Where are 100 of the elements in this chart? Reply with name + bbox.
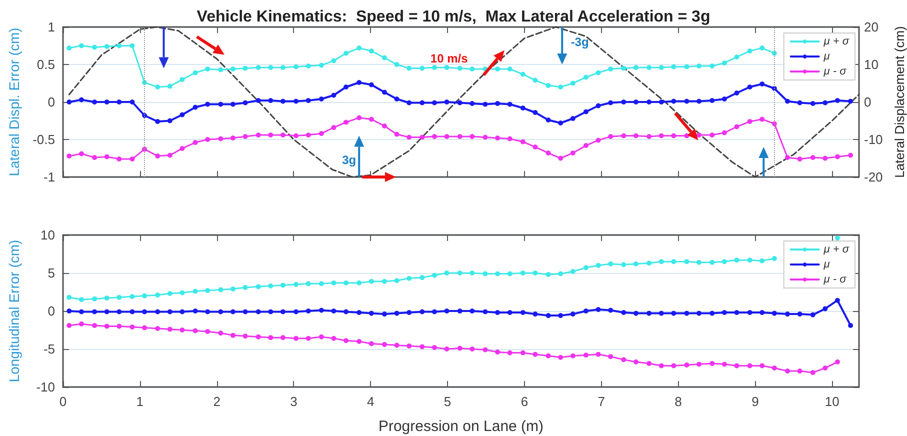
point xyxy=(444,270,450,276)
point xyxy=(658,259,664,264)
point xyxy=(331,58,336,64)
point xyxy=(368,48,374,54)
legend-label: μ + σ xyxy=(822,36,850,48)
point xyxy=(432,65,437,70)
x-tick-label: 5 xyxy=(444,394,452,409)
point xyxy=(532,78,538,83)
point xyxy=(482,271,488,276)
point xyxy=(180,290,185,296)
point xyxy=(671,259,676,264)
point xyxy=(394,278,400,284)
point xyxy=(507,271,512,276)
x-tick-label: 3 xyxy=(290,394,298,409)
x-tick-label: 6 xyxy=(520,394,528,409)
point xyxy=(180,77,185,82)
point xyxy=(646,65,652,70)
y-tick-label: 0.5 xyxy=(36,57,55,72)
point xyxy=(760,46,765,50)
point xyxy=(344,50,349,56)
point xyxy=(558,84,564,90)
point xyxy=(420,66,425,71)
point xyxy=(684,64,690,70)
y2-tick-label: -10 xyxy=(864,132,883,147)
point xyxy=(306,64,311,68)
point xyxy=(633,65,638,70)
point xyxy=(696,64,702,68)
point xyxy=(155,84,160,90)
y2-axis-title: Lateral Displacement (cm) xyxy=(892,26,907,178)
point xyxy=(294,64,299,70)
x-tick-label: 7 xyxy=(598,394,605,409)
y-tick-label: -1 xyxy=(43,170,55,184)
x-tick-label: 4 xyxy=(367,394,374,409)
point xyxy=(242,284,248,290)
chart-title: Vehicle Kinematics: Speed = 10 m/s, Max Lateral Acceleration = 3g xyxy=(196,8,710,26)
point xyxy=(633,261,638,266)
point xyxy=(205,288,210,293)
y2-tick-label: 10 xyxy=(864,57,878,72)
point xyxy=(104,44,110,49)
x-tick-label: 8 xyxy=(674,394,682,409)
point xyxy=(256,284,261,290)
line-series xyxy=(68,26,860,178)
point xyxy=(382,55,387,60)
point xyxy=(66,46,72,50)
point xyxy=(457,66,462,71)
point xyxy=(268,283,274,288)
point xyxy=(218,287,224,292)
point xyxy=(356,280,362,286)
point xyxy=(457,270,462,276)
point xyxy=(78,43,84,48)
point xyxy=(192,70,198,76)
point xyxy=(608,66,614,72)
legend-label: μ xyxy=(822,258,830,270)
point xyxy=(116,294,122,300)
point xyxy=(507,66,512,72)
point xyxy=(268,65,274,70)
point xyxy=(570,80,576,86)
point xyxy=(242,66,248,71)
annotation: 10 m/s xyxy=(430,52,468,66)
point xyxy=(722,259,727,264)
point xyxy=(394,62,400,67)
point xyxy=(368,278,374,284)
point xyxy=(382,278,387,284)
point xyxy=(834,236,840,241)
point xyxy=(658,65,664,70)
point xyxy=(772,256,777,262)
point xyxy=(747,258,752,263)
point xyxy=(256,65,261,70)
point xyxy=(116,43,122,48)
point xyxy=(546,83,551,88)
point xyxy=(671,64,676,70)
y2-tick-label: 0 xyxy=(864,94,872,110)
point xyxy=(205,66,210,72)
point xyxy=(734,54,740,60)
point xyxy=(406,276,412,281)
point xyxy=(130,43,135,48)
point xyxy=(331,280,336,286)
point xyxy=(230,286,236,292)
point xyxy=(218,67,224,72)
point xyxy=(294,282,299,287)
point xyxy=(318,62,324,68)
point xyxy=(684,259,690,264)
point xyxy=(570,268,576,274)
point xyxy=(470,270,475,276)
x-tick-label: 0 xyxy=(59,394,67,409)
y-tick-label: 5 xyxy=(48,266,55,280)
legend-label: μ + σ xyxy=(822,244,850,256)
y-axis-title: Lateral Displ. Error (cm) xyxy=(6,28,22,176)
point xyxy=(142,293,148,298)
y-tick-label: 10 xyxy=(40,228,55,242)
point xyxy=(608,261,614,266)
point xyxy=(621,66,626,71)
point xyxy=(356,46,362,50)
point xyxy=(520,72,526,77)
point xyxy=(306,281,311,286)
annotation: 3g xyxy=(342,152,356,167)
point xyxy=(495,66,500,72)
point xyxy=(532,270,538,276)
annotation: -3g xyxy=(570,35,589,49)
y-tick-label: 0 xyxy=(48,94,55,110)
